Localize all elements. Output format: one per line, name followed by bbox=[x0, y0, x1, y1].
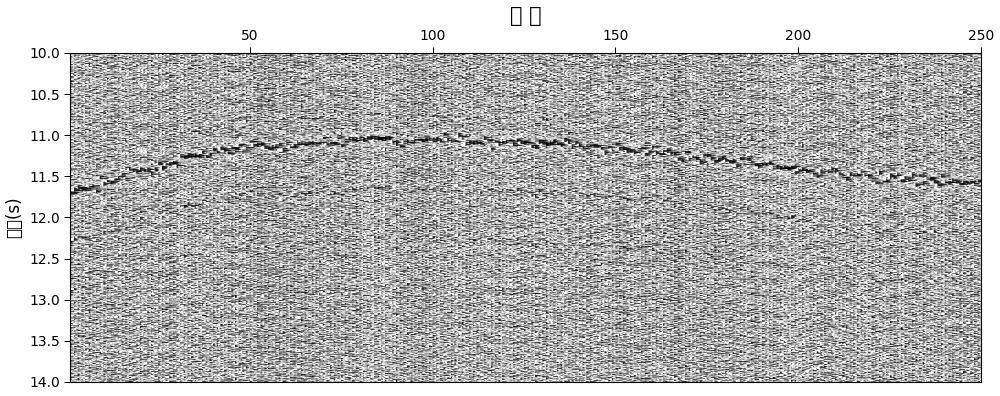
Y-axis label: 时间(s): 时间(s) bbox=[6, 197, 24, 238]
X-axis label: 道 号: 道 号 bbox=[510, 6, 542, 26]
